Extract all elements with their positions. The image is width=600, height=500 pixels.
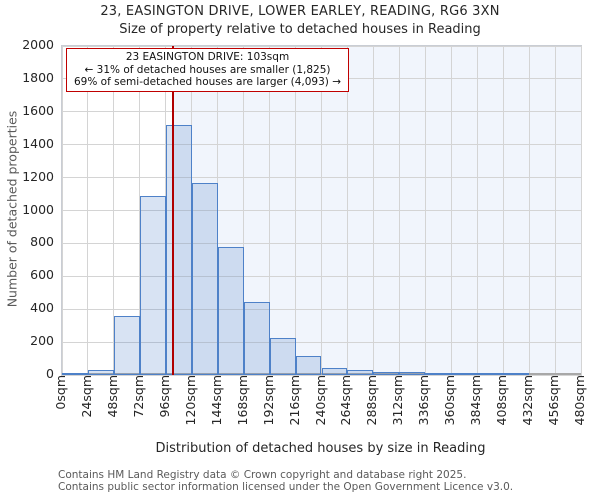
histogram-bar <box>87 370 114 375</box>
y-axis-title: Number of detached properties <box>4 110 20 308</box>
x-tick-label: 48sqm <box>104 375 120 418</box>
gridline-horizontal <box>62 374 581 376</box>
y-tick-label: 1200 <box>22 168 54 184</box>
x-axis-title: Distribution of detached houses by size … <box>155 441 486 456</box>
y-tick-label: 800 <box>30 234 54 250</box>
histogram-bar <box>451 373 478 375</box>
histogram-bar <box>269 338 296 375</box>
x-tick-label: 96sqm <box>156 375 172 418</box>
y-tick-label: 0 <box>46 366 54 381</box>
y-tick-label: 1600 <box>22 102 54 118</box>
histogram-bar <box>113 315 140 375</box>
histogram-bar <box>191 182 218 375</box>
gridline-horizontal <box>62 275 581 277</box>
footer-line-2: Contains public sector information licen… <box>58 480 514 493</box>
histogram-bar <box>139 196 166 375</box>
gridline-horizontal <box>62 144 581 146</box>
footer-attribution: Contains HM Land Registry data © Crown c… <box>58 469 514 493</box>
annotation-line-3: 69% of semi-detached houses are larger (… <box>73 76 341 89</box>
x-tick-label: 384sqm <box>468 375 484 426</box>
footer-line-1: Contains HM Land Registry data © Crown c… <box>58 469 467 481</box>
histogram-bar <box>347 370 374 375</box>
annotation-box: 23 EASINGTON DRIVE: 103sqm ← 31% of deta… <box>66 48 349 92</box>
x-tick-label: 144sqm <box>208 375 224 426</box>
histogram-bar <box>165 124 192 375</box>
plot-area: 23 EASINGTON DRIVE: 103sqm ← 31% of deta… <box>61 45 582 376</box>
histogram-bar <box>217 246 244 375</box>
histogram-bar <box>321 367 348 375</box>
histogram-bar <box>243 301 270 375</box>
gridline-horizontal <box>62 111 581 113</box>
chart-subtitle: Size of property relative to detached ho… <box>119 22 481 37</box>
gridline-horizontal <box>62 341 581 343</box>
y-tick-label: 1000 <box>22 201 54 217</box>
x-tick-label: 432sqm <box>520 375 536 426</box>
histogram-bar <box>399 372 426 375</box>
histogram-bar <box>425 373 452 375</box>
x-tick-label: 408sqm <box>494 375 510 426</box>
histogram-bar <box>295 356 322 375</box>
x-tick-label: 264sqm <box>338 375 354 426</box>
x-tick-label: 72sqm <box>130 375 146 418</box>
x-tick-label: 240sqm <box>312 375 328 426</box>
annotation-line-1: 23 EASINGTON DRIVE: 103sqm <box>125 51 290 63</box>
y-tick-label: 400 <box>30 300 54 316</box>
y-tick-label: 200 <box>30 333 54 349</box>
annotation-line-2: ← 31% of detached houses are smaller (1,… <box>84 63 331 76</box>
x-tick-label: 24sqm <box>78 375 94 418</box>
x-tick-label: 288sqm <box>364 375 380 426</box>
gridline-vertical <box>580 46 582 375</box>
property-marker-line <box>172 46 175 375</box>
y-tick-label: 2000 <box>22 37 54 52</box>
x-tick-label: 456sqm <box>546 375 562 426</box>
x-tick-label: 216sqm <box>286 375 302 426</box>
x-tick-label: 192sqm <box>260 375 276 426</box>
x-tick-label: 312sqm <box>390 375 406 426</box>
x-tick-label: 360sqm <box>442 375 458 426</box>
x-tick-label: 0sqm <box>53 375 68 410</box>
histogram-bar <box>503 373 530 375</box>
chart-title: 23, EASINGTON DRIVE, LOWER EARLEY, READI… <box>100 4 500 19</box>
y-tick-label: 600 <box>30 267 54 283</box>
gridline-horizontal <box>62 242 581 244</box>
histogram-bar <box>62 373 88 375</box>
gridline-horizontal <box>62 45 581 47</box>
x-tick-label: 480sqm <box>572 375 587 426</box>
gridline-horizontal <box>62 308 581 310</box>
y-tick-label: 1400 <box>22 135 54 151</box>
histogram-bar <box>477 373 504 375</box>
gridline-horizontal <box>62 210 581 211</box>
gridline-horizontal <box>62 177 581 179</box>
y-tick-label: 1800 <box>22 69 54 85</box>
x-tick-label: 168sqm <box>234 375 250 426</box>
histogram-bar <box>373 372 400 375</box>
x-tick-label: 120sqm <box>182 375 198 426</box>
x-tick-label: 336sqm <box>416 375 432 426</box>
